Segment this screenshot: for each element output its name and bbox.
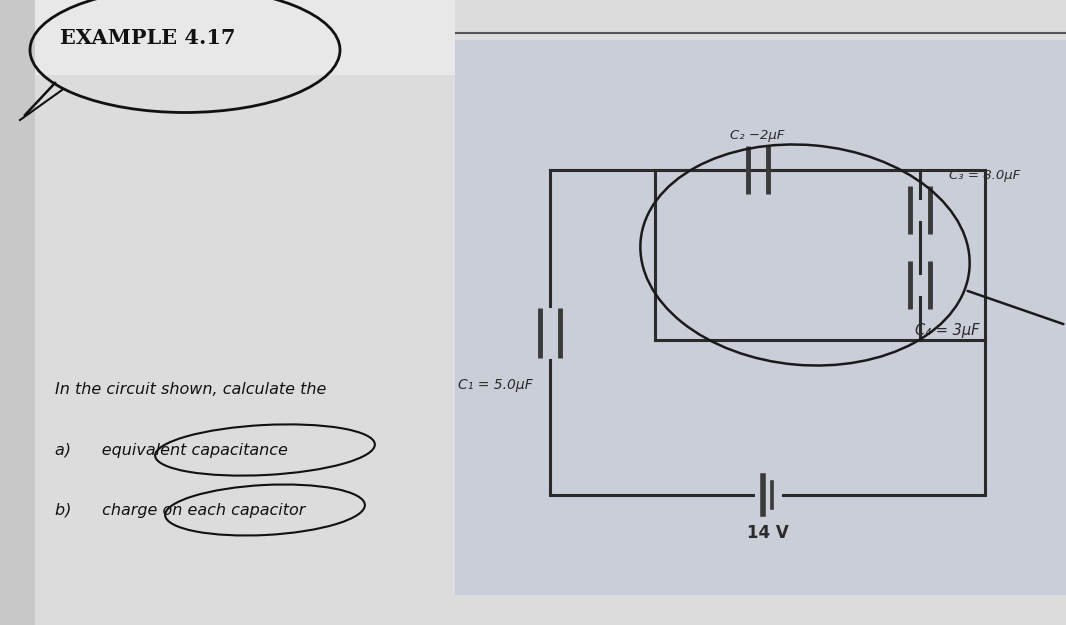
Text: 14 V: 14 V [746, 524, 789, 542]
Text: b)      charge on each capacitor: b) charge on each capacitor [55, 503, 305, 518]
Text: C₄ = 3μF: C₄ = 3μF [915, 323, 980, 338]
Text: C₃ = 8.0μF: C₃ = 8.0μF [950, 169, 1020, 182]
Bar [0, 0, 35, 625]
Text: In the circuit shown, calculate the: In the circuit shown, calculate the [55, 382, 326, 398]
Text: EXAMPLE 4.17: EXAMPLE 4.17 [60, 28, 236, 48]
Text: C₁ = 5.0μF: C₁ = 5.0μF [457, 378, 532, 391]
Bar [35, 0, 455, 75]
Text: a)      equivalent capacitance: a) equivalent capacitance [55, 442, 288, 458]
Bar [455, 40, 1066, 595]
Text: C₂ −2μF: C₂ −2μF [730, 129, 785, 142]
